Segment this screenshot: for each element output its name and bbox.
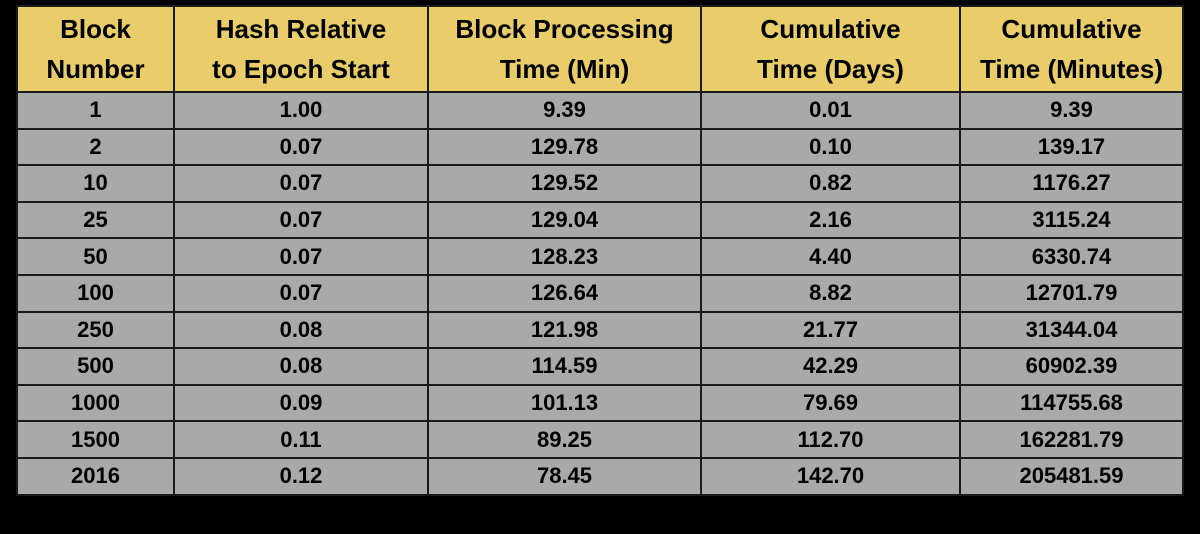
cell-cumulative-minutes: 205481.59 — [959, 456, 1184, 496]
cell-cumulative-minutes: 6330.74 — [959, 237, 1184, 276]
table-row: 25 0.07 129.04 2.16 3115.24 — [16, 200, 1184, 240]
cell-cumulative-minutes: 139.17 — [959, 127, 1184, 167]
header-text: Number — [46, 54, 145, 84]
header-row: Block Number Hash Relative to Epoch Star… — [16, 5, 1184, 93]
cell-cumulative-days: 0.10 — [700, 127, 961, 167]
cell-block-number: 250 — [16, 310, 175, 350]
cell-processing-time: 129.78 — [427, 127, 702, 167]
cell-processing-time: 121.98 — [427, 310, 702, 350]
cell-hash-relative: 0.11 — [173, 420, 429, 459]
cell-processing-time: 128.23 — [427, 237, 702, 276]
cell-cumulative-minutes: 1176.27 — [959, 164, 1184, 203]
cell-block-number: 50 — [16, 237, 175, 276]
header-text: Hash Relative — [215, 14, 387, 44]
table-row: 1500 0.11 89.25 112.70 162281.79 — [16, 420, 1184, 459]
cell-cumulative-minutes: 162281.79 — [959, 420, 1184, 459]
header-text: Time (Minutes) — [980, 54, 1163, 84]
cell-block-number: 10 — [16, 164, 175, 203]
cell-block-number: 25 — [16, 200, 175, 240]
header-text: Time (Days) — [757, 54, 904, 84]
cell-hash-relative: 0.07 — [173, 273, 429, 313]
cell-processing-time: 126.64 — [427, 273, 702, 313]
cell-cumulative-days: 79.69 — [700, 383, 961, 423]
header-cumulative-days: Cumulative Time (Days) — [700, 5, 961, 93]
cell-cumulative-days: 0.82 — [700, 164, 961, 203]
cell-processing-time: 78.45 — [427, 456, 702, 496]
cell-processing-time: 114.59 — [427, 347, 702, 386]
table-row: 1000 0.09 101.13 79.69 114755.68 — [16, 383, 1184, 423]
cell-cumulative-minutes: 60902.39 — [959, 347, 1184, 386]
header-block-processing-time: Block Processing Time (Min) — [427, 5, 702, 93]
cell-cumulative-days: 42.29 — [700, 347, 961, 386]
block-timing-table: Block Number Hash Relative to Epoch Star… — [16, 5, 1184, 496]
cell-block-number: 2 — [16, 127, 175, 167]
header-text: Block Processing — [455, 14, 674, 44]
cell-processing-time: 89.25 — [427, 420, 702, 459]
cell-processing-time: 129.04 — [427, 200, 702, 240]
header-text: Cumulative — [760, 14, 901, 44]
cell-hash-relative: 0.07 — [173, 164, 429, 203]
cell-cumulative-days: 8.82 — [700, 273, 961, 313]
cell-cumulative-days: 21.77 — [700, 310, 961, 350]
header-text: Block — [60, 14, 131, 44]
table-row: 1 1.00 9.39 0.01 9.39 — [16, 91, 1184, 130]
cell-cumulative-days: 4.40 — [700, 237, 961, 276]
table-body: 1 1.00 9.39 0.01 9.39 2 0.07 129.78 0.10… — [16, 91, 1184, 496]
table-row: 250 0.08 121.98 21.77 31344.04 — [16, 310, 1184, 350]
table-row: 10 0.07 129.52 0.82 1176.27 — [16, 164, 1184, 203]
cell-processing-time: 129.52 — [427, 164, 702, 203]
table-row: 100 0.07 126.64 8.82 12701.79 — [16, 273, 1184, 313]
cell-cumulative-minutes: 12701.79 — [959, 273, 1184, 313]
cell-cumulative-minutes: 31344.04 — [959, 310, 1184, 350]
cell-hash-relative: 0.12 — [173, 456, 429, 496]
table-row: 500 0.08 114.59 42.29 60902.39 — [16, 347, 1184, 386]
cell-block-number: 100 — [16, 273, 175, 313]
table-header: Block Number Hash Relative to Epoch Star… — [16, 5, 1184, 93]
cell-block-number: 1 — [16, 91, 175, 130]
cell-block-number: 1000 — [16, 383, 175, 423]
cell-hash-relative: 0.08 — [173, 347, 429, 386]
table-row: 2 0.07 129.78 0.10 139.17 — [16, 127, 1184, 167]
data-table-container: Block Number Hash Relative to Epoch Star… — [16, 5, 1184, 496]
cell-cumulative-minutes: 3115.24 — [959, 200, 1184, 240]
header-text: Cumulative — [1001, 14, 1142, 44]
header-block-number: Block Number — [16, 5, 175, 93]
cell-cumulative-minutes: 114755.68 — [959, 383, 1184, 423]
cell-hash-relative: 0.07 — [173, 200, 429, 240]
cell-cumulative-days: 2.16 — [700, 200, 961, 240]
cell-processing-time: 101.13 — [427, 383, 702, 423]
table-row: 50 0.07 128.23 4.40 6330.74 — [16, 237, 1184, 276]
cell-hash-relative: 1.00 — [173, 91, 429, 130]
header-text: to Epoch Start — [212, 54, 390, 84]
cell-hash-relative: 0.08 — [173, 310, 429, 350]
cell-cumulative-days: 0.01 — [700, 91, 961, 130]
cell-cumulative-minutes: 9.39 — [959, 91, 1184, 130]
cell-hash-relative: 0.07 — [173, 237, 429, 276]
cell-cumulative-days: 112.70 — [700, 420, 961, 459]
header-text: Time (Min) — [499, 54, 630, 84]
cell-hash-relative: 0.07 — [173, 127, 429, 167]
header-hash-relative: Hash Relative to Epoch Start — [173, 5, 429, 93]
cell-block-number: 2016 — [16, 456, 175, 496]
cell-processing-time: 9.39 — [427, 91, 702, 130]
cell-hash-relative: 0.09 — [173, 383, 429, 423]
cell-block-number: 500 — [16, 347, 175, 386]
table-row: 2016 0.12 78.45 142.70 205481.59 — [16, 456, 1184, 496]
cell-block-number: 1500 — [16, 420, 175, 459]
cell-cumulative-days: 142.70 — [700, 456, 961, 496]
header-cumulative-minutes: Cumulative Time (Minutes) — [959, 5, 1184, 93]
